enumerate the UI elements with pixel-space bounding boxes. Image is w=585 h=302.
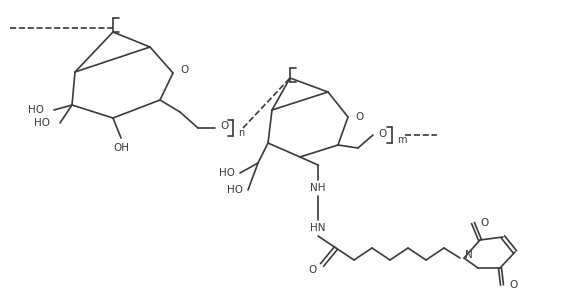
Text: O: O (355, 112, 363, 122)
Text: HO: HO (219, 168, 235, 178)
Text: HN: HN (310, 223, 326, 233)
Text: HO: HO (28, 105, 44, 115)
Text: HO: HO (227, 185, 243, 195)
Text: O: O (309, 265, 317, 275)
Text: O: O (220, 121, 228, 131)
Text: n: n (238, 128, 245, 138)
Text: NH: NH (310, 183, 326, 193)
Text: O: O (378, 129, 386, 139)
Text: O: O (509, 280, 517, 290)
Text: O: O (180, 65, 188, 75)
Text: HO: HO (34, 118, 50, 128)
Text: OH: OH (113, 143, 129, 153)
Text: N: N (465, 250, 473, 260)
Text: O: O (480, 218, 488, 228)
Text: m: m (397, 135, 407, 145)
